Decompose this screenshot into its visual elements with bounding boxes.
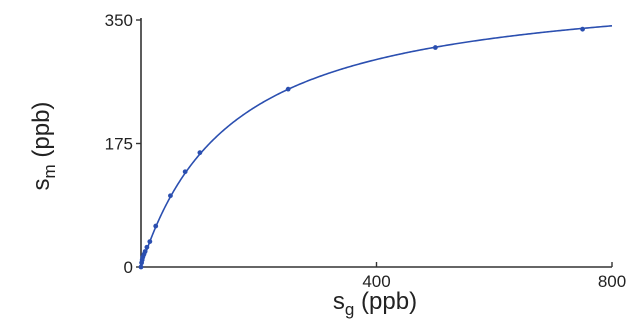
y-tick-label: 350 (105, 11, 133, 30)
y-axis-label: sm (ppb) (28, 102, 59, 191)
x-axis-label: sg (ppb) (333, 288, 417, 319)
data-line (140, 25, 613, 268)
data-point (432, 45, 438, 50)
data-points (138, 26, 585, 270)
data-point (147, 239, 153, 244)
data-point (197, 150, 203, 156)
data-point (168, 193, 173, 199)
data-point (182, 169, 188, 175)
y-tick-label: 175 (105, 135, 133, 154)
data-point (142, 249, 148, 254)
tick-labels: 0 175 350 400 800 (105, 11, 627, 291)
ticks (136, 19, 613, 268)
data-point (144, 244, 150, 250)
data-point (153, 223, 159, 229)
data-point (285, 86, 291, 92)
axes (140, 18, 612, 268)
x-tick-label: 800 (598, 272, 626, 291)
data-point (138, 264, 144, 270)
y-tick-label: 0 (124, 258, 133, 277)
data-point (580, 26, 585, 32)
x-tick-label: 400 (362, 272, 390, 291)
